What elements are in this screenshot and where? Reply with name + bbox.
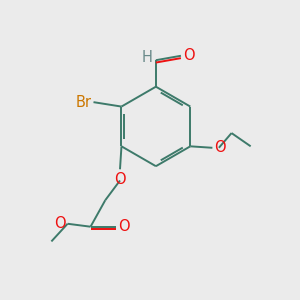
Text: O: O <box>214 140 226 155</box>
Text: O: O <box>114 172 126 187</box>
Text: H: H <box>142 50 152 65</box>
Text: O: O <box>54 216 65 231</box>
Text: Br: Br <box>76 95 92 110</box>
Text: O: O <box>118 219 129 234</box>
Text: O: O <box>183 48 195 63</box>
